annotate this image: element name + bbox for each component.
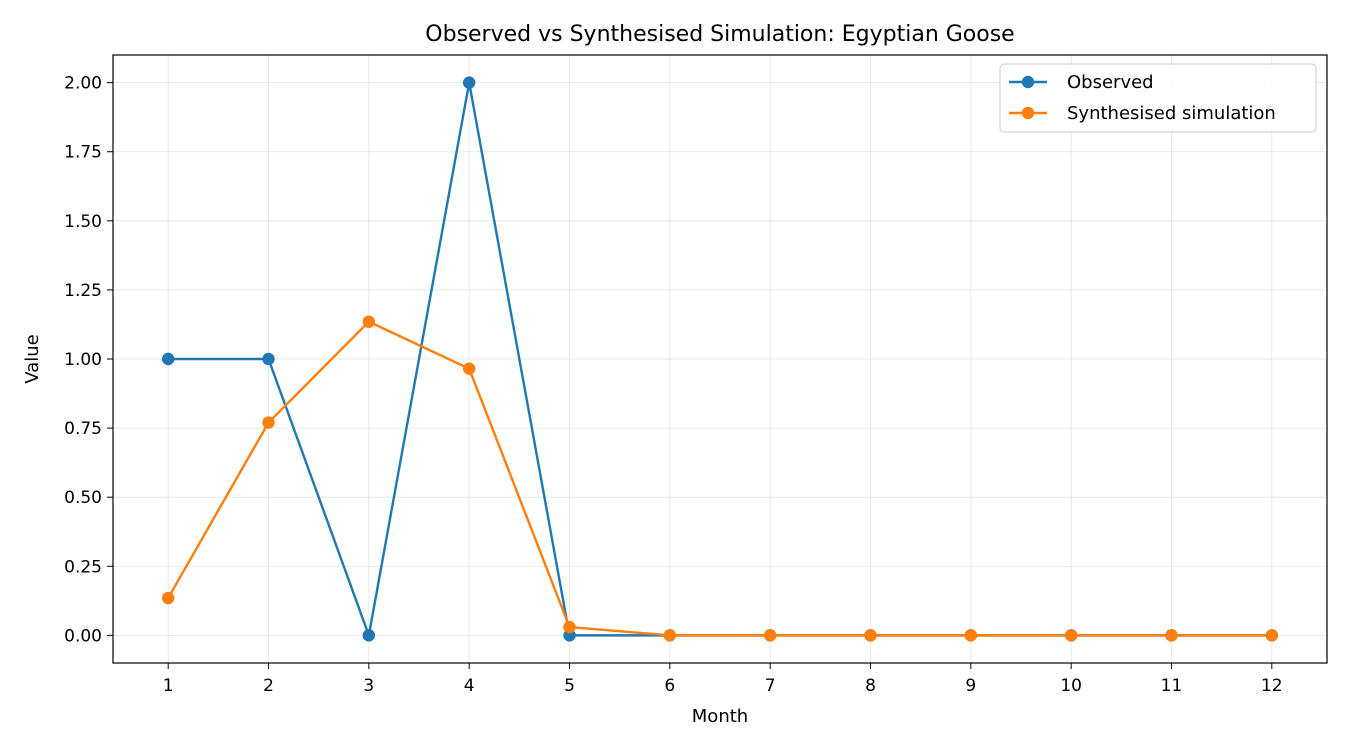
x-tick-label: 11 — [1161, 676, 1183, 696]
data-point-synthesised-simulation — [563, 620, 576, 634]
x-tick-label: 8 — [865, 676, 876, 696]
legend: Observed Synthesised simulation — [999, 63, 1317, 133]
data-point-synthesised-simulation — [262, 416, 275, 429]
y-axis-ticks: 0.00 0.25 0.50 0.75 1.00 1.25 1.50 1.75 2.00 — [64, 74, 113, 646]
data-point-synthesised-simulation — [1165, 629, 1178, 642]
x-axis-label: Month — [692, 706, 748, 727]
data-point-observed — [262, 352, 275, 366]
legend-marker-synthesised-simulation — [1021, 106, 1035, 120]
data-point-observed — [161, 352, 175, 366]
data-point-synthesised-simulation — [1265, 629, 1279, 642]
data-point-synthesised-simulation — [763, 629, 777, 642]
data-point-observed — [462, 76, 476, 89]
y-axis-label: Value — [22, 334, 43, 383]
x-tick-label: 3 — [363, 676, 374, 696]
legend-label-synthesised-simulation: Synthesised simulation — [1067, 103, 1276, 124]
data-point-observed — [362, 629, 376, 642]
x-tick-label: 12 — [1261, 676, 1283, 696]
x-tick-label: 4 — [464, 676, 475, 696]
y-tick-label: 0.00 — [64, 626, 102, 646]
y-tick-label: 0.75 — [64, 419, 102, 439]
x-tick-label: 1 — [163, 676, 174, 696]
series-synthesised-simulation — [161, 315, 1279, 642]
chart-title: Observed vs Synthesised Simulation: Egyp… — [425, 22, 1014, 47]
y-tick-label: 2.00 — [64, 74, 102, 94]
legend-label-observed: Observed — [1067, 72, 1154, 93]
y-tick-label: 1.75 — [64, 143, 102, 163]
series-line-synthesised-simulation — [167, 320, 1272, 637]
x-tick-label: 9 — [965, 676, 976, 696]
legend-marker-observed — [1021, 75, 1035, 89]
x-tick-label: 7 — [765, 676, 776, 696]
data-point-synthesised-simulation — [663, 629, 677, 642]
data-point-synthesised-simulation — [462, 362, 476, 375]
x-tick-label: 6 — [664, 676, 675, 696]
data-point-synthesised-simulation — [362, 315, 376, 328]
y-tick-label: 0.25 — [64, 557, 102, 577]
grid-lines — [113, 55, 1327, 663]
x-tick-label: 10 — [1060, 676, 1082, 696]
x-tick-label: 5 — [564, 676, 575, 696]
data-point-synthesised-simulation — [1064, 629, 1078, 642]
legend-box — [999, 63, 1317, 133]
data-point-synthesised-simulation — [864, 629, 877, 642]
y-tick-label: 1.00 — [64, 350, 102, 370]
y-tick-label: 1.25 — [64, 281, 102, 301]
data-point-synthesised-simulation — [964, 629, 978, 642]
x-axis-ticks: 1 2 3 4 5 6 7 8 9 10 11 12 — [163, 663, 1283, 696]
y-tick-label: 0.50 — [64, 488, 102, 508]
x-tick-label: 2 — [263, 676, 274, 696]
data-point-synthesised-simulation — [161, 591, 175, 605]
series-group — [161, 76, 1279, 642]
y-tick-label: 1.50 — [64, 212, 102, 232]
